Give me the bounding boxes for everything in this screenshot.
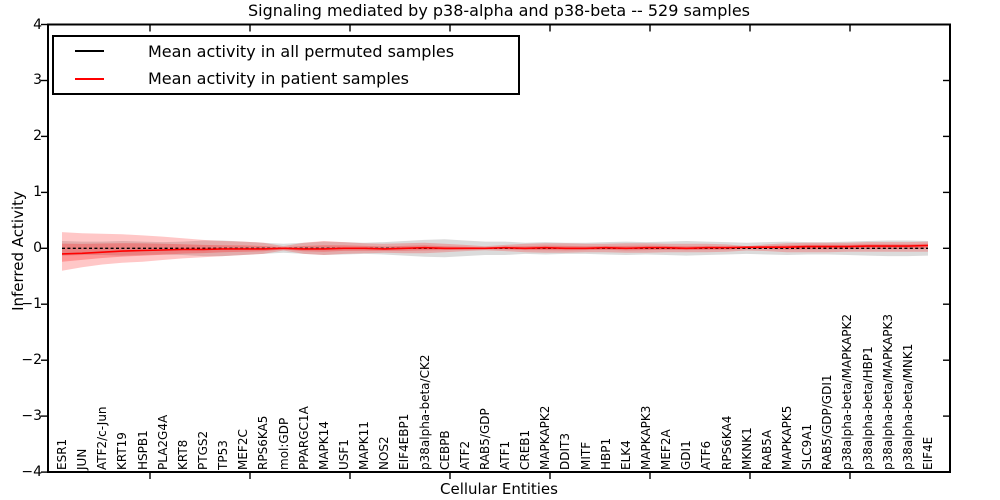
x-tick-label: JUN xyxy=(75,448,90,470)
patient-band-outer xyxy=(62,232,928,271)
x-tick-label: PPARGC1A xyxy=(296,406,311,470)
y-tick-label: −3 xyxy=(21,408,42,425)
x-tick-label: RAB5/GDP/GDI1 xyxy=(820,374,835,470)
x-tick-label: KRT8 xyxy=(175,439,190,470)
x-tick-label: HBP1 xyxy=(598,437,613,470)
y-tick-label: −4 xyxy=(21,464,42,481)
chart-title: Signaling mediated by p38-alpha and p38-… xyxy=(247,1,750,20)
legend-item-permuted: Mean activity in all permuted samples xyxy=(54,38,518,64)
x-tick-label: MKNK1 xyxy=(739,427,754,470)
legend-label-permuted: Mean activity in all permuted samples xyxy=(148,41,455,61)
x-tick-label: MEF2C xyxy=(236,429,251,470)
x-tick-label: MAPKAPK5 xyxy=(780,405,795,470)
legend-line-permuted-icon xyxy=(75,50,104,53)
x-tick-label: MEF2A xyxy=(659,429,674,470)
x-tick-label: GDI1 xyxy=(679,440,694,470)
x-tick-label: mol:GDP xyxy=(276,417,291,470)
x-tick-label: NOS2 xyxy=(377,436,392,470)
x-tick-label: EIF4E xyxy=(920,436,935,470)
x-tick-label: ATF1 xyxy=(498,440,513,470)
x-tick-label: MAPKAPK2 xyxy=(538,405,553,470)
y-tick-label: 3 xyxy=(33,72,42,89)
x-tick-label: HSPB1 xyxy=(135,430,150,470)
x-tick-label: ATF2/c-Jun xyxy=(95,406,110,470)
legend-label-patient: Mean activity in patient samples xyxy=(148,69,409,89)
x-tick-label: CREB1 xyxy=(518,429,533,470)
x-tick-label: MAPK11 xyxy=(357,421,372,470)
x-tick-label: ESR1 xyxy=(55,438,69,470)
x-axis-label: Cellular Entities xyxy=(440,480,558,498)
x-tick-label: KRT19 xyxy=(115,432,130,470)
patient-mean-line xyxy=(61,244,929,255)
x-tick-label: PTGS2 xyxy=(195,430,210,470)
x-tick-label: SLC9A1 xyxy=(800,423,815,470)
x-tick-label: p38alpha-beta/MAPKAPK2 xyxy=(840,314,855,470)
x-tick-label: PLA2G4A xyxy=(155,414,170,470)
x-tick-label: MAPKAPK3 xyxy=(639,405,654,470)
x-tick-label: p38alpha-beta/CK2 xyxy=(417,354,432,470)
x-tick-label: ATF6 xyxy=(699,440,714,470)
x-tick-label: DDIT3 xyxy=(558,433,573,470)
x-tick-label: p38alpha-beta/HBP1 xyxy=(860,346,875,470)
x-tick-label: RPS6KA4 xyxy=(719,415,734,470)
x-tick-label: ATF2 xyxy=(457,440,472,470)
y-tick-label: −2 xyxy=(21,352,42,369)
x-tick-label: RAB5A xyxy=(759,429,774,470)
x-tick-label: RAB5/GDP xyxy=(477,408,492,470)
y-tick-label: 0 xyxy=(33,240,42,257)
x-tick-label: MITF xyxy=(578,441,593,470)
legend: Mean activity in all permuted samples Me… xyxy=(52,35,520,95)
x-tick-label: p38alpha-beta/MNK1 xyxy=(900,343,915,470)
legend-item-patient: Mean activity in patient samples xyxy=(54,66,518,92)
x-tick-label: TP53 xyxy=(216,440,231,470)
x-tick-label: CEBPB xyxy=(437,430,452,470)
y-tick-label: −1 xyxy=(21,296,42,313)
x-tick-label: p38alpha-beta/MAPKAPK3 xyxy=(880,314,895,470)
legend-line-patient-icon xyxy=(75,77,104,80)
x-tick-label: USF1 xyxy=(336,439,351,470)
y-tick-label: 2 xyxy=(33,128,42,145)
y-tick-label: 4 xyxy=(33,16,42,33)
x-tick-label: MAPK14 xyxy=(316,421,331,470)
y-tick-label: 1 xyxy=(33,184,42,201)
x-tick-label: EIF4EBP1 xyxy=(397,413,412,470)
x-tick-label: RPS6KA5 xyxy=(256,415,271,470)
x-tick-label: ELK4 xyxy=(618,440,633,470)
